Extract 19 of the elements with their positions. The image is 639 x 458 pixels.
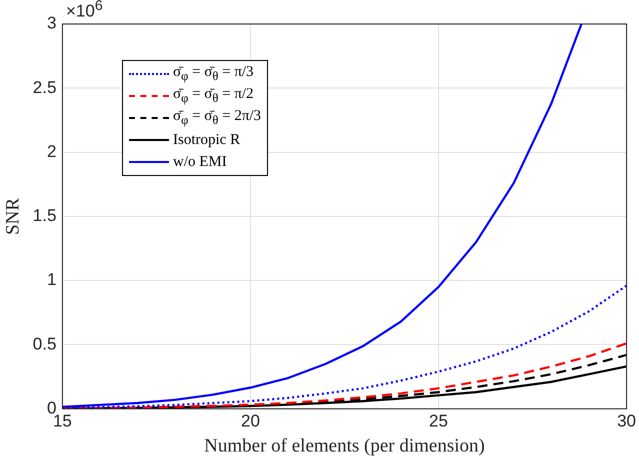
text: ×10$^{6}$ [66, 0, 103, 22]
legend-label: w/o EMI [173, 154, 227, 170]
legend-label: Isotropic R [173, 132, 240, 148]
line-series [62, 342, 627, 409]
y-tick-label: 0.5 [32, 334, 56, 354]
y-axis-title: SNR [2, 198, 24, 235]
y-tick-label: 1.5 [32, 206, 56, 226]
y-tick-label: 2 [46, 142, 56, 161]
y-tick-label: 1 [46, 270, 56, 290]
legend-label: σ̄$_{φ}$ = σ̄$_{θ}$ = π/2 [173, 86, 254, 106]
x-tick-label: 25 [429, 412, 448, 431]
legend-label: σ̄$_{φ}$ = σ̄$_{θ}$ = π/3 [173, 64, 254, 84]
x-tick-label: 20 [241, 412, 260, 431]
legend-label: σ̄$_{φ}$ = σ̄$_{θ}$ = 2π/3 [173, 108, 262, 128]
x-tick-label: 30 [617, 412, 636, 431]
y-tick-label: 0 [46, 398, 56, 418]
y-tick-label: 2.5 [32, 78, 56, 97]
y-tick-label: 3 [46, 14, 56, 33]
x-axis-title: Number of elements (per dimension) [204, 436, 485, 457]
